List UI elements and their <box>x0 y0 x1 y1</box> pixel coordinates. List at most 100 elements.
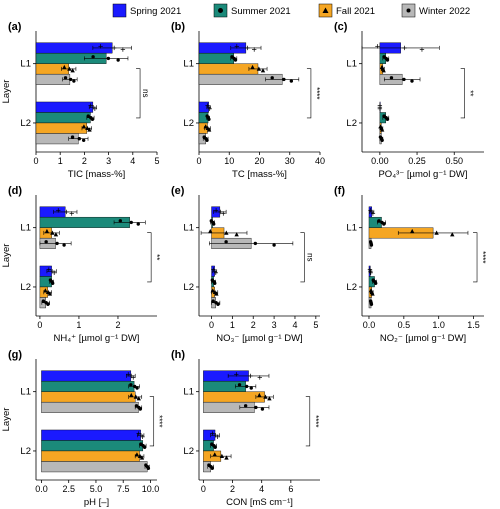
legend-label: Winter 2022 <box>419 6 470 17</box>
data-point <box>213 281 217 286</box>
y-tick-label: L2 <box>20 446 31 457</box>
data-point <box>272 243 276 247</box>
data-point <box>85 125 90 131</box>
bar <box>35 122 88 134</box>
panel: (d) 0 1 2 NH₄⁺ [µmol g⁻¹ DW] L1 L2 ** Layer <box>1 185 161 344</box>
data-point <box>410 79 414 83</box>
bar <box>41 440 144 452</box>
x-axis-label: pH [–] <box>84 497 109 508</box>
data-point <box>129 383 133 387</box>
panel: (c) 0.00 0.25 0.50 PO₄³⁻ [µmol g⁻¹ DW] L1 L2 ** <box>334 21 484 180</box>
data-point <box>381 68 386 73</box>
significance-bracket <box>136 68 141 119</box>
y-tick-label: L2 <box>20 282 31 293</box>
data-point <box>234 232 239 237</box>
data-point <box>70 68 75 73</box>
data-point <box>213 445 217 450</box>
data-point <box>68 77 73 82</box>
x-tick-label: 5 <box>313 320 318 330</box>
data-point <box>118 219 123 223</box>
data-point <box>142 445 147 450</box>
significance-label: ns <box>305 253 314 261</box>
significance-bracket <box>147 232 152 283</box>
data-point <box>216 302 220 307</box>
data-point <box>133 394 139 399</box>
data-point <box>50 281 55 286</box>
data-point <box>267 396 272 401</box>
panel-letter: (c) <box>334 21 348 33</box>
data-point <box>50 230 55 235</box>
data-point <box>219 453 225 459</box>
bar <box>203 391 265 403</box>
x-tick-label: 1 <box>58 156 63 166</box>
data-point <box>211 299 215 303</box>
data-point <box>450 232 455 237</box>
x-tick-label: 2.5 <box>62 484 75 494</box>
panel-letter: (a) <box>8 21 22 33</box>
x-tick-label: 3 <box>106 156 111 166</box>
significance-label: ns <box>141 89 150 97</box>
y-axis-title: Layer <box>1 408 12 432</box>
panel: (b) 0 10 20 30 40 TC [mass-%] L1 L2 **** <box>171 21 325 180</box>
legend-swatch <box>112 3 127 18</box>
x-tick-label: 10.0 <box>142 484 160 494</box>
data-point <box>370 291 375 296</box>
x-axis-label: CON [mS cm⁻¹] <box>226 497 293 508</box>
significance-bracket <box>305 396 311 447</box>
data-point <box>146 466 151 471</box>
data-point <box>237 383 242 387</box>
data-point <box>205 138 209 143</box>
bar <box>41 370 132 382</box>
data-point <box>203 124 208 129</box>
data-point <box>129 220 133 225</box>
y-tick-label: L2 <box>346 118 357 129</box>
y-tick-label: L2 <box>183 282 194 293</box>
significance-label: ** <box>152 254 161 260</box>
y-tick-label: L1 <box>346 223 357 234</box>
data-point <box>63 76 68 80</box>
data-point <box>256 66 262 71</box>
data-point <box>382 222 386 226</box>
data-point <box>136 222 140 226</box>
x-tick-label: 2 <box>230 484 235 494</box>
y-tick-label: L2 <box>183 446 194 457</box>
significance-label: **** <box>478 251 487 263</box>
x-tick-label: 1 <box>230 320 235 330</box>
data-point <box>369 243 374 247</box>
panel: (a) 0 1 2 3 4 5 TIC [mass-%] L1 L2 ns Layer <box>1 21 160 180</box>
x-tick-label: 0.00 <box>371 156 389 166</box>
data-point <box>402 77 406 82</box>
data-point <box>77 137 82 141</box>
data-point <box>254 405 258 410</box>
data-point <box>282 77 286 82</box>
data-point <box>135 386 139 390</box>
y-tick-label: L2 <box>183 118 194 129</box>
significance-bracket <box>473 232 478 283</box>
data-point <box>116 58 120 62</box>
significance-bracket <box>149 396 155 447</box>
data-point <box>55 241 59 246</box>
x-tick-label: 7.5 <box>117 484 130 494</box>
x-tick-label: 6 <box>288 484 293 494</box>
y-tick-label: L2 <box>346 282 357 293</box>
bar <box>35 112 91 124</box>
data-point <box>233 58 238 62</box>
panel: (g) 0.0 2.5 5.0 7.5 10.0 pH [–] L1 L2 **** Layer <box>1 349 164 508</box>
panel-letter: (b) <box>171 21 185 33</box>
data-point <box>270 76 274 80</box>
x-tick-label: 1 <box>76 320 81 330</box>
data-point <box>385 58 390 62</box>
data-point <box>210 466 214 471</box>
data-point <box>67 66 72 71</box>
data-point <box>214 291 219 296</box>
data-point <box>434 230 439 235</box>
data-point <box>62 64 67 70</box>
data-point <box>379 127 385 132</box>
data-point <box>224 455 229 460</box>
data-point <box>257 392 262 398</box>
x-tick-label: 0.50 <box>445 156 463 166</box>
data-point <box>129 392 134 398</box>
data-point <box>43 288 48 293</box>
panel-letter: (h) <box>171 349 185 361</box>
